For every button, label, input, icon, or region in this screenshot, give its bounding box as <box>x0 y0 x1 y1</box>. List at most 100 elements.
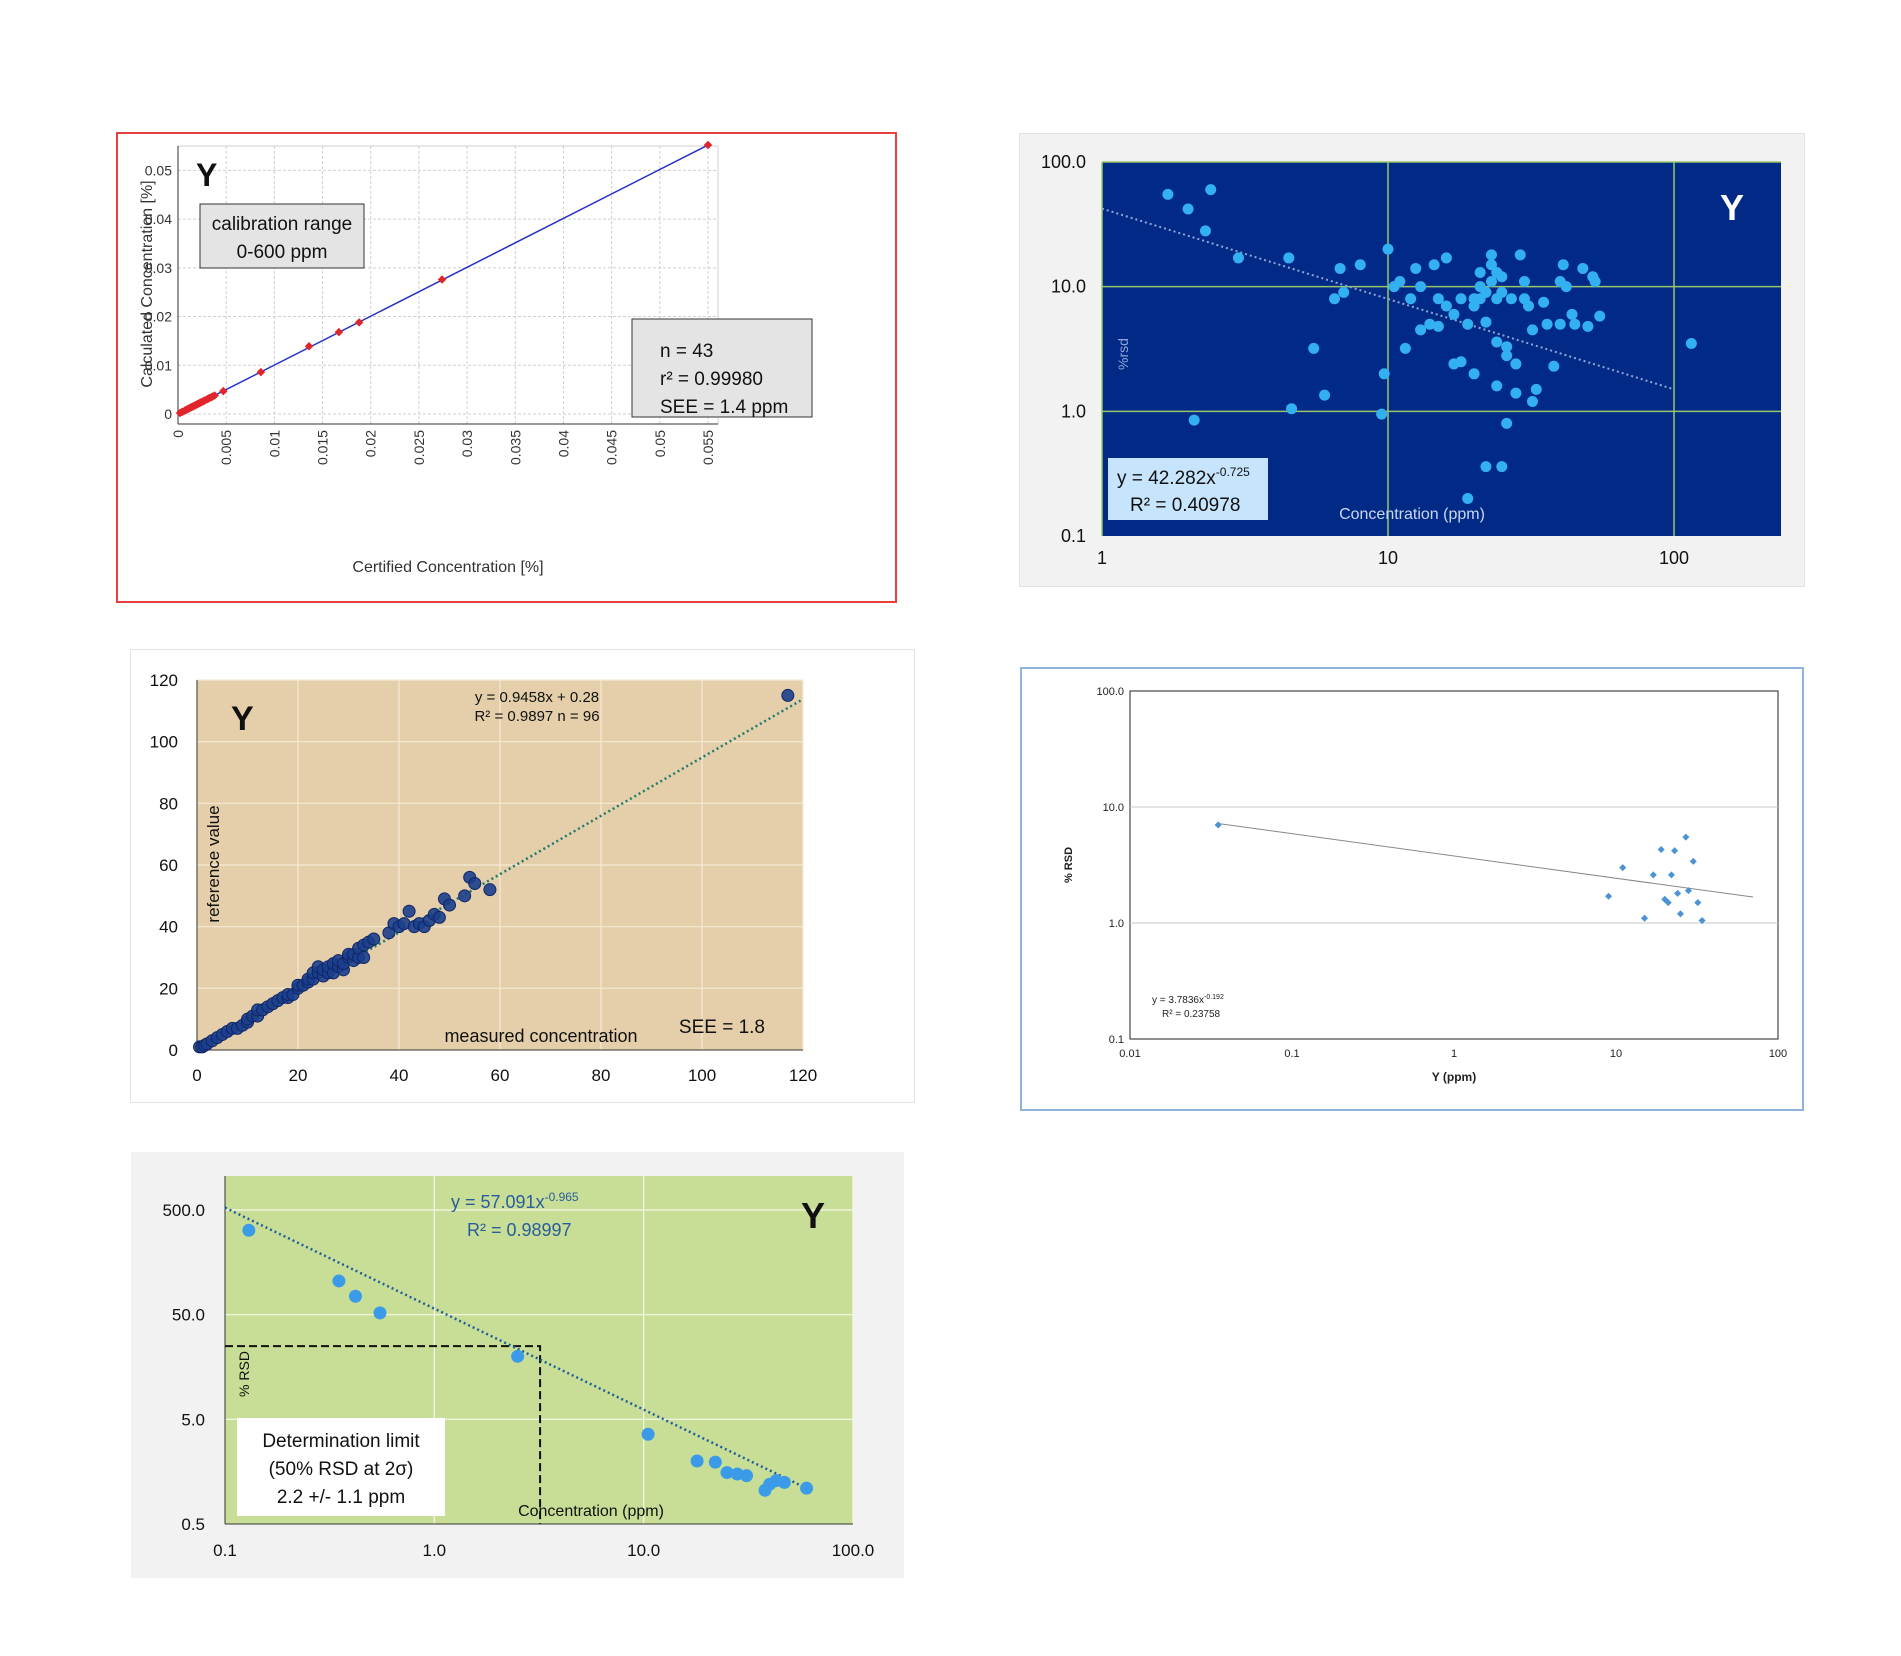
data-point <box>1523 300 1535 312</box>
r-squared-n-text: R² = 0.9897 n = 96 <box>474 708 599 725</box>
calibration-range-box <box>199 203 365 269</box>
data-point <box>1334 262 1346 274</box>
data-point <box>1518 276 1530 288</box>
data-point <box>1382 243 1394 255</box>
calibration-range-value: 0-600 ppm <box>237 242 328 263</box>
y-tick-label: 5.0 <box>181 1410 205 1429</box>
y-tick-label: 50.0 <box>172 1306 205 1325</box>
data-point <box>1667 871 1676 879</box>
data-point <box>1480 286 1492 298</box>
equation-text: y = 3.7836x-0.192 <box>1152 994 1224 1006</box>
trendline <box>224 1206 811 1491</box>
y-tick-label: 10.0 <box>1051 277 1086 297</box>
y-tick-label: 0 <box>169 1041 178 1060</box>
data-point <box>357 951 371 964</box>
data-point <box>367 932 381 946</box>
data-point <box>1376 408 1388 420</box>
x-axis-title: measured concentration <box>444 1026 637 1046</box>
x-tick-label: 1 <box>1097 548 1107 568</box>
data-point <box>1589 276 1601 288</box>
data-point <box>1455 293 1467 305</box>
panel-letter: Y <box>1720 187 1744 228</box>
data-point <box>1505 293 1517 305</box>
calibration-chart: 0 0.005 0.01 0.015 0.02 0.025 0.03 0.035 0.04 0.0… <box>139 140 813 576</box>
data-point <box>1554 318 1566 330</box>
y-tick-label: 0.03 <box>145 260 172 276</box>
x-tick-label: 0.1 <box>1284 1048 1299 1060</box>
data-point <box>334 327 344 337</box>
x-tick-label: 10 <box>1610 1048 1622 1060</box>
data-point <box>1480 316 1492 328</box>
data-point <box>1474 266 1486 278</box>
y-tick-label: 1.0 <box>1109 918 1124 930</box>
data-point <box>1283 252 1295 264</box>
equation-base: y = 3.7836x <box>1152 995 1204 1006</box>
data-point <box>1428 259 1440 271</box>
data-point <box>256 367 266 377</box>
data-point <box>1514 249 1526 261</box>
y-tick-label: 1.0 <box>1061 401 1086 421</box>
y-tick-label: 40 <box>159 918 178 937</box>
data-point <box>1468 368 1480 380</box>
y-tick-label: 0.1 <box>1061 526 1086 546</box>
data-point <box>1491 380 1503 392</box>
data-point <box>1308 342 1320 354</box>
x-tick-label: 80 <box>592 1066 611 1085</box>
data-point <box>1415 281 1427 293</box>
data-point <box>1448 308 1460 320</box>
x-tick-label: 100 <box>688 1066 716 1085</box>
data-point <box>458 889 472 903</box>
panel-letter: Y <box>801 1195 825 1236</box>
y-axis-title: Calculated Concentration [%] <box>139 180 156 387</box>
r-squared-text: R² = 0.23758 <box>1162 1009 1221 1020</box>
x-tick-label: 1 <box>1451 1048 1457 1060</box>
y-tick-label: 0.1 <box>1109 1034 1124 1046</box>
data-point <box>1328 293 1340 305</box>
data-point <box>1468 300 1480 312</box>
plot-area <box>1129 690 1779 1040</box>
data-point <box>1526 324 1538 336</box>
data-point <box>1664 899 1672 907</box>
data-point <box>1485 276 1497 288</box>
data-point <box>1286 403 1298 415</box>
x-tick-label: 0.055 <box>700 430 716 465</box>
determination-limit-line: (50% RSD at 2σ) <box>269 1459 414 1480</box>
y-tick-label: 0.04 <box>145 211 172 227</box>
stats-line: n = 43 <box>660 341 713 362</box>
data-point <box>1378 368 1390 380</box>
rsd-vs-ppm-chart: 0.01 0.1 1 10 100 100.0 10.0 1.0 0.1 y = 3.7836x-… <box>1063 686 1787 1084</box>
x-tick-label: 100 <box>1659 548 1689 568</box>
data-point <box>690 1454 704 1468</box>
x-tick-label: 40 <box>390 1066 409 1085</box>
data-point <box>1199 225 1211 237</box>
determination-limit-chart: 0.1 1.0 10.0 100.0 500.0 50.0 5.0 0.5 Yy = 57.09… <box>162 1176 874 1560</box>
data-point <box>1410 262 1422 274</box>
data-point <box>1480 461 1492 473</box>
x-tick-label: 0.01 <box>1119 1048 1140 1060</box>
y-tick-label: 120 <box>150 671 178 690</box>
data-point <box>1188 414 1200 426</box>
data-point <box>1205 184 1217 196</box>
r-squared-text: R² = 0.98997 <box>467 1220 572 1240</box>
data-point <box>468 877 482 890</box>
data-point <box>1415 324 1427 336</box>
data-point <box>1354 259 1366 271</box>
plot-area <box>177 145 719 425</box>
data-point <box>1496 286 1508 298</box>
data-point <box>1462 492 1474 504</box>
x-tick-label: 0.02 <box>363 430 379 457</box>
y-tick-label: 80 <box>159 794 178 813</box>
data-point <box>1510 387 1522 399</box>
stats-line: SEE = 1.4 ppm <box>660 397 788 418</box>
data-point <box>432 910 446 924</box>
data-point <box>1685 338 1697 350</box>
data-point <box>1182 203 1194 215</box>
data-point <box>443 898 456 912</box>
equation-exponent: -0.725 <box>1216 465 1250 479</box>
data-point <box>1689 857 1697 865</box>
y-tick-label: 10.0 <box>1103 802 1124 814</box>
data-point <box>1510 358 1522 370</box>
y-tick-label: 0.5 <box>181 1515 205 1534</box>
data-point <box>1399 342 1411 354</box>
